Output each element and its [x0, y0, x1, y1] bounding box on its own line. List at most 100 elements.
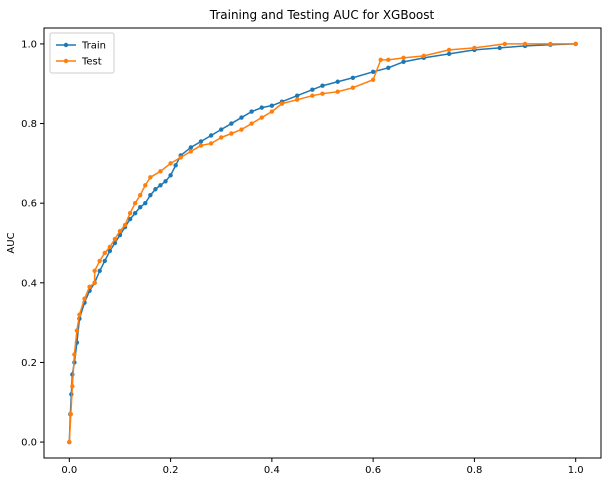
x-tick-label: 0.8: [466, 465, 482, 476]
legend-marker: [63, 42, 69, 48]
data-point: [148, 175, 153, 180]
plot-region: 0.0 0.2 0.4 0.6 0.8 1.0 0.0 0.2 0.4 0.6 0.8 1.0: [21, 27, 602, 476]
data-point: [148, 193, 153, 198]
data-point: [188, 149, 194, 154]
data-point: [350, 85, 356, 90]
data-point: [472, 45, 477, 51]
data-point: [132, 210, 138, 216]
legend-marker: [63, 58, 69, 64]
series-line: [68, 43, 576, 443]
data-point: [370, 77, 376, 82]
data-point: [188, 145, 194, 150]
data-point: [112, 236, 118, 242]
data-point: [168, 173, 173, 178]
data-point: [92, 268, 97, 274]
data-point: [132, 200, 138, 206]
data-point: [158, 169, 163, 174]
series-test: [67, 41, 578, 445]
data-point: [178, 155, 183, 160]
data-point: [269, 103, 275, 108]
legend-label-train: Train: [81, 41, 106, 52]
data-point: [229, 131, 234, 136]
data-point: [198, 139, 204, 144]
x-tick-label: 0.4: [264, 465, 280, 476]
data-point: [72, 352, 77, 357]
data-point: [320, 91, 325, 96]
data-point: [117, 228, 123, 234]
data-point: [102, 250, 107, 256]
data-point: [208, 141, 214, 146]
data-point: [67, 439, 72, 445]
data-point: [378, 57, 383, 63]
data-point: [92, 280, 97, 286]
data-point: [259, 105, 264, 110]
series-train: [67, 41, 578, 445]
data-point: [386, 57, 391, 63]
data-point: [310, 93, 315, 98]
data-point: [87, 284, 92, 289]
data-point: [446, 51, 452, 57]
data-point: [350, 75, 356, 80]
data-point: [163, 179, 168, 184]
data-point: [279, 101, 285, 106]
data-point: [208, 133, 214, 138]
x-tick-label: 1.0: [568, 465, 584, 476]
data-point: [127, 210, 133, 216]
data-point: [82, 296, 87, 301]
series-line: [68, 43, 576, 443]
plot-frame: [43, 27, 602, 459]
y-tick-label: 0.2: [21, 358, 37, 369]
data-point: [294, 93, 300, 98]
data-point: [158, 183, 163, 188]
data-point: [259, 115, 264, 120]
data-point: [370, 69, 376, 74]
data-point: [335, 89, 340, 94]
data-point: [107, 248, 113, 254]
x-tick-label: 0.0: [61, 465, 77, 476]
legend-label-test: Test: [81, 57, 102, 68]
y-tick-label: 0.4: [21, 278, 37, 289]
data-point: [97, 258, 102, 264]
y-tick-label: 1.0: [21, 39, 37, 50]
data-point: [320, 83, 325, 88]
data-point: [335, 79, 340, 84]
y-tick-label: 0.6: [21, 199, 37, 210]
data-point: [249, 121, 254, 126]
y-tick-label: 0.0: [21, 438, 37, 449]
x-tick-label: 0.2: [163, 465, 179, 476]
data-point: [310, 87, 315, 92]
data-point: [198, 143, 204, 148]
data-point: [502, 41, 507, 47]
data-point: [239, 127, 244, 132]
data-point: [77, 312, 82, 317]
data-point: [74, 328, 80, 333]
data-point: [127, 216, 133, 222]
data-point: [522, 41, 528, 47]
data-point: [97, 268, 102, 274]
data-point: [229, 121, 234, 126]
data-point: [102, 258, 107, 264]
data-point: [122, 222, 128, 228]
data-point: [70, 384, 75, 389]
data-point: [68, 412, 74, 417]
data-point: [294, 97, 300, 102]
data-point: [446, 47, 452, 53]
data-point: [401, 55, 406, 61]
data-point: [143, 200, 148, 206]
data-point: [239, 115, 244, 120]
data-point: [386, 65, 391, 71]
data-point: [138, 193, 143, 198]
data-point: [143, 183, 148, 188]
chart-title: Training and Testing AUC for XGBoost: [209, 8, 435, 22]
data-point: [168, 161, 173, 166]
data-point: [138, 204, 143, 210]
data-point: [497, 45, 502, 51]
data-point: [269, 109, 275, 114]
data-point: [249, 109, 254, 114]
x-tick-label: 0.6: [365, 465, 381, 476]
legend: Train Test: [49, 32, 115, 74]
data-point: [401, 59, 406, 65]
data-point: [107, 244, 113, 250]
